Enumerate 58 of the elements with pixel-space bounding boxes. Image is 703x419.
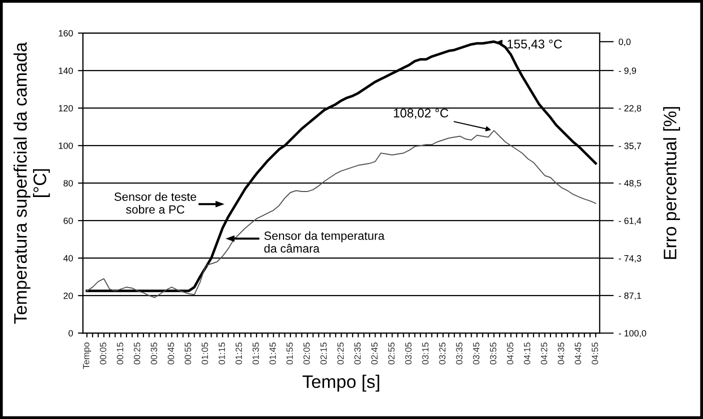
x-tick-label: 04:25 <box>540 342 548 364</box>
x-tick-label: 03:35 <box>456 342 462 364</box>
x-tick-label: 00:25 <box>134 342 140 364</box>
y2-tick-label: - 9,9 <box>618 67 636 75</box>
x-tick-label: 01:35 <box>252 342 259 364</box>
y2-tick-label: - 22,8 <box>618 105 642 113</box>
x-tick-label: 00:05 <box>100 342 106 364</box>
x-tick-label: 01:05 <box>202 342 208 364</box>
y-axis-title: Temperatura superficial da camada [°C] <box>14 42 50 324</box>
annotation: 108,02 °C <box>394 108 448 119</box>
y-tick-label: 100 <box>58 142 73 149</box>
x-tick-label: 03:05 <box>405 342 412 364</box>
x-tick-label: 02:35 <box>354 342 361 364</box>
y2-tick-label: - 48,5 <box>618 180 642 188</box>
x-tick-label: 03:15 <box>422 342 429 364</box>
y2-tick-label: - 87,1 <box>618 292 642 300</box>
annotation: Sensor de teste sobre a PC <box>114 192 196 214</box>
annotation: Sensor da temperatura da câmara <box>264 231 385 253</box>
x-tick-label: 03:25 <box>439 342 446 364</box>
line-series <box>86 40 597 292</box>
x-tick-label: 04:55 <box>592 342 598 364</box>
x-tick-label: 01:45 <box>270 342 276 364</box>
y-tick-label: 160 <box>58 30 73 36</box>
x-tick-label: Tempo <box>83 342 92 370</box>
x-tick-label: 04:35 <box>558 342 564 364</box>
y2-tick-label: - 61,4 <box>618 218 642 226</box>
x-tick-label: 03:45 <box>473 342 480 364</box>
x-tick-label: 04:15 <box>524 342 530 364</box>
x-tick-label: 02:55 <box>388 342 395 364</box>
x-tick-label: 04:45 <box>574 342 582 364</box>
y-tick-label: 80 <box>64 180 73 186</box>
y-tick-label: 60 <box>64 218 73 224</box>
y-tick-label: 40 <box>63 255 73 262</box>
x-tick-label: 00:35 <box>150 342 158 364</box>
y2-tick-label: - 74,3 <box>618 255 642 263</box>
x-tick-label: 01:55 <box>286 342 293 364</box>
annotation: 155,43 °C <box>508 40 562 50</box>
y2-tick-label: 0,0 <box>618 38 631 46</box>
x-tick-label: 01:25 <box>236 342 242 364</box>
y-tick-label: 0 <box>68 330 73 336</box>
x-tick-label: 00:55 <box>184 342 192 364</box>
y-tick-label: 20 <box>64 292 73 299</box>
x-tick-label: 00:45 <box>168 342 174 364</box>
y2-tick-label: - 100,0 <box>618 330 646 338</box>
x-tick-label: 02:45 <box>371 342 378 364</box>
x-tick-label: 02:25 <box>337 342 344 364</box>
x-tick-label: 02:15 <box>320 342 327 364</box>
x-tick-label: 01:15 <box>218 342 226 364</box>
y2-tick-label: - 35,7 <box>618 142 642 150</box>
x-tick-label: 02:05 <box>303 342 310 364</box>
line-series <box>86 130 596 298</box>
x-axis-title: Tempo [s] <box>302 374 380 392</box>
y2-axis-title: Erro percentual [%] <box>663 107 680 259</box>
x-tick-label: 04:05 <box>506 342 514 364</box>
x-tick-label: 03:55 <box>490 342 496 364</box>
x-tick-label: 00:15 <box>116 342 124 364</box>
y-tick-label: 120 <box>58 105 73 112</box>
y-tick-label: 140 <box>58 68 73 74</box>
